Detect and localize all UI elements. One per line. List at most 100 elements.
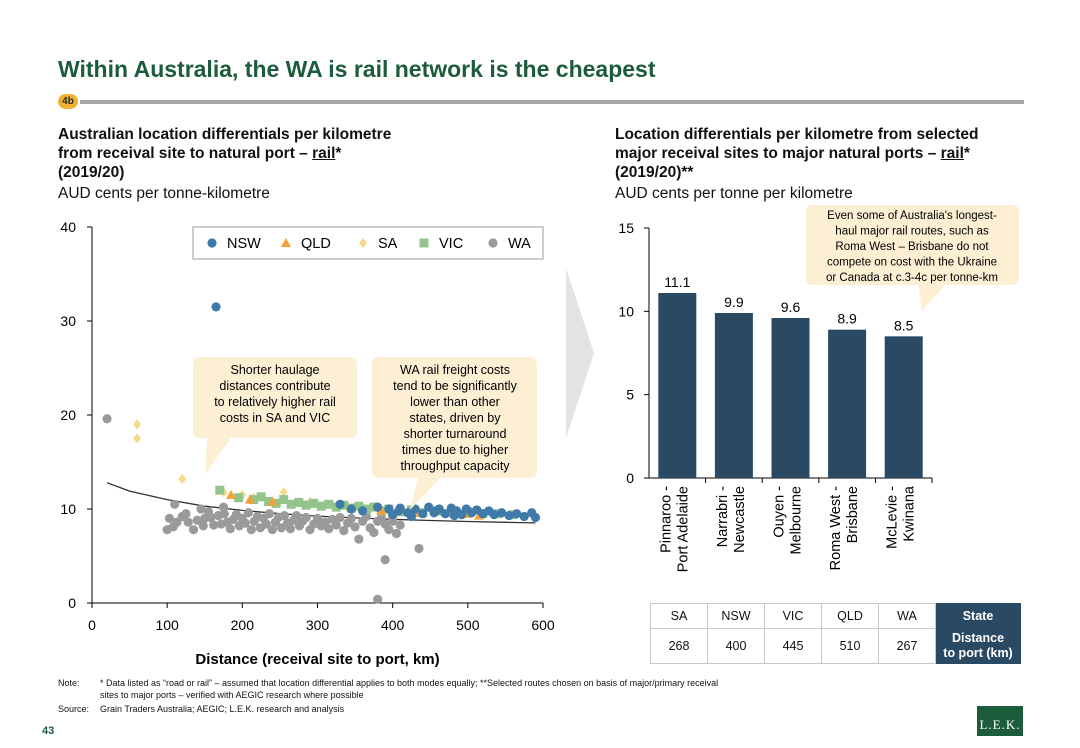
- bar-y-tick-label: 0: [626, 470, 634, 486]
- point-wa: [312, 513, 323, 523]
- point-wa: [384, 525, 394, 535]
- bar-category-label: McLevie - Kwinana: [885, 485, 918, 549]
- point-vic: [316, 501, 326, 511]
- point-wa: [218, 502, 229, 512]
- point-nsw: [504, 510, 514, 521]
- bar-category-line: Roma West -: [828, 486, 844, 571]
- point-vic: [301, 500, 311, 510]
- right-title-line3: (2019/20)**: [615, 164, 694, 181]
- point-wa: [391, 528, 402, 539]
- point-wa: [369, 527, 379, 538]
- table-row-distances: 268 400 445 510 267 Distance to port (km…: [650, 628, 1021, 664]
- point-wa: [339, 526, 349, 536]
- callout-line: WA rail freight costs: [400, 363, 510, 377]
- x-tick-label: 0: [88, 617, 96, 633]
- point-wa: [301, 512, 311, 523]
- table-cell-state: NSW: [707, 603, 765, 629]
- bar: [658, 293, 697, 478]
- bar-category-label: Narrabri - Newcastle: [715, 486, 748, 553]
- point-sa: [133, 419, 142, 430]
- callout-line: haul major rail routes, such as: [835, 226, 989, 238]
- bar-value-label: 8.5: [894, 317, 914, 333]
- callout-line: distances contribute: [219, 379, 330, 393]
- point-vic: [354, 501, 364, 511]
- y-tick-label: 40: [60, 219, 76, 235]
- bar-value-label: 9.6: [781, 299, 801, 315]
- point-nsw: [530, 512, 541, 523]
- bar-category-line: Melbourne: [789, 486, 805, 555]
- point-vic: [249, 495, 259, 505]
- page-number: 43: [42, 725, 55, 737]
- legend-label-qld: QLD: [301, 236, 331, 252]
- point-wa: [209, 520, 219, 530]
- point-nsw: [406, 511, 417, 522]
- table-header-state: State: [935, 603, 1021, 629]
- legend-label-nsw: NSW: [227, 236, 261, 252]
- x-tick-label: 100: [155, 617, 179, 633]
- point-wa: [240, 518, 250, 528]
- bar-chart: 0 5 10 15 11.1 Pinnaroo - Port Adelaide 9.9 Nar…: [618, 205, 1019, 572]
- x-axis-label: Distance (receival site to port, km): [195, 651, 439, 668]
- bar-category-label: Roma West - Brisbane: [828, 486, 861, 571]
- y-tick-label: 30: [60, 313, 76, 329]
- point-wa: [206, 512, 216, 523]
- bar-value-label: 11.1: [664, 274, 690, 290]
- source-label: Source:: [58, 704, 90, 714]
- point-wa: [380, 555, 390, 565]
- point-wa: [102, 414, 112, 424]
- point-nsw: [497, 508, 507, 518]
- point-vic: [234, 493, 244, 503]
- bar-value-label: 8.9: [837, 311, 857, 327]
- left-title-line1: Australian location differentials per ki…: [58, 126, 392, 143]
- bar-category-line: Brisbane: [845, 486, 861, 543]
- table-cell-distance: 400: [707, 628, 765, 664]
- point-sa: [133, 433, 142, 444]
- table-cell-distance: 267: [878, 628, 936, 664]
- point-nsw: [346, 504, 356, 514]
- point-vic: [256, 492, 266, 502]
- point-wa: [170, 499, 180, 509]
- callout-line: compete on cost with the Ukraine: [827, 257, 997, 269]
- right-chart-title: Location differentials per kilometre fro…: [615, 125, 1035, 182]
- point-qld: [376, 505, 387, 515]
- point-nsw: [418, 509, 428, 519]
- point-qld: [267, 496, 278, 506]
- point-nsw: [373, 502, 383, 512]
- callout-longest-haul: Even some of Australia's longest-haul ma…: [806, 205, 1019, 311]
- table-header-distance: Distance to port (km): [935, 628, 1021, 664]
- point-nsw: [489, 510, 499, 520]
- left-title-line2: from receival site to natural port – rai…: [58, 145, 342, 162]
- point-nsw: [211, 302, 221, 312]
- section-badge: 4b: [58, 94, 78, 109]
- point-vic: [294, 497, 304, 507]
- point-wa: [388, 516, 398, 526]
- x-tick-label: 500: [456, 617, 480, 633]
- point-wa: [324, 524, 334, 534]
- point-nsw: [431, 506, 441, 516]
- x-tick-label: 300: [306, 617, 330, 633]
- bar-category-line: Narrabri -: [715, 486, 731, 547]
- point-wa: [354, 534, 364, 544]
- route-table: SA NSW VIC QLD WA State 268 400 445 510 …: [650, 603, 1021, 664]
- x-tick-label: 200: [231, 617, 255, 633]
- legend-box: [192, 226, 544, 260]
- point-wa: [196, 504, 206, 514]
- bar-category-line: McLevie -: [885, 486, 901, 549]
- y-tick-label: 10: [60, 501, 76, 517]
- table-cell-state: VIC: [764, 603, 822, 629]
- callout-line: Roma West – Brisbane do not: [835, 241, 989, 253]
- callout-line: to relatively higher rail: [214, 395, 336, 409]
- table-cell-distance: 445: [764, 628, 822, 664]
- point-wa: [350, 522, 360, 532]
- table-cell-state: SA: [650, 603, 708, 629]
- point-wa: [346, 513, 356, 523]
- point-wa: [331, 520, 341, 530]
- lek-logo: L.E.K.: [977, 706, 1023, 736]
- point-vic: [309, 498, 319, 508]
- point-wa: [279, 510, 290, 521]
- table-cell-distance: 268: [650, 628, 708, 664]
- x-tick-label: 600: [531, 617, 555, 633]
- table-row-states: SA NSW VIC QLD WA State: [650, 603, 1021, 629]
- point-sa: [178, 473, 187, 484]
